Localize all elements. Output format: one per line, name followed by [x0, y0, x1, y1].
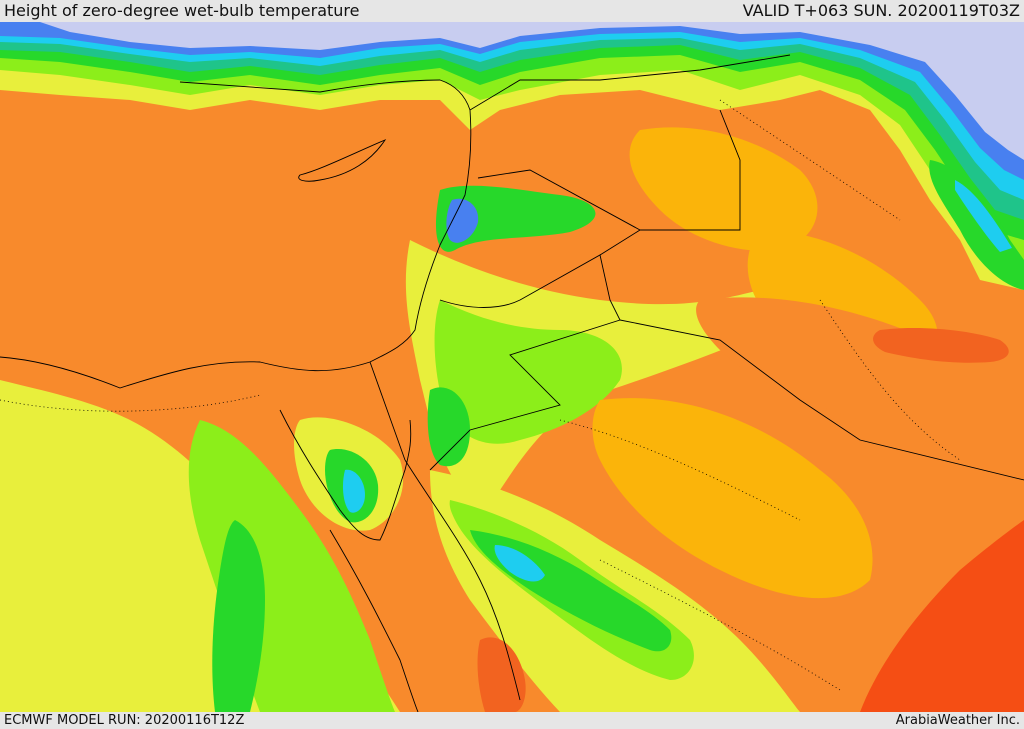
- red-red-sea: [477, 637, 526, 712]
- green-zagros: [929, 160, 1024, 290]
- header-bar: Height of zero-degree wet-bulb temperatu…: [0, 0, 1024, 22]
- forecast-map[interactable]: [0, 22, 1024, 712]
- map-title: Height of zero-degree wet-bulb temperatu…: [4, 1, 360, 20]
- coastline-sinai: [279, 409, 412, 541]
- orange-iraq-south: [696, 297, 1024, 470]
- border-iraq-syria: [640, 109, 741, 231]
- green-egypt-west: [212, 520, 265, 712]
- border-jordan: [429, 254, 621, 471]
- green-levant: [435, 185, 596, 252]
- blue-lebanon: [446, 198, 479, 243]
- lime-jordan: [434, 300, 622, 444]
- credit-label: ArabiaWeather Inc.: [895, 713, 1020, 728]
- red-saudi-se: [860, 520, 1024, 712]
- yellow-band-north: [0, 22, 1024, 290]
- border-iraq-saudi: [619, 319, 1024, 481]
- coastline-red-sea-west: [329, 529, 419, 712]
- lime-band-north: [0, 22, 1024, 260]
- borders-layer: [0, 54, 1024, 712]
- province-line: [0, 394, 261, 412]
- lavender-north: [40, 22, 1024, 160]
- map-canvas: [0, 22, 1024, 712]
- model-run-label: ECMWF MODEL RUN: 20200116T12Z: [4, 713, 245, 728]
- cyan-hejaz: [494, 545, 545, 582]
- border-syria: [477, 169, 641, 256]
- red-gulf: [873, 328, 1009, 363]
- cyprus-outline: [298, 139, 387, 182]
- province-line: [719, 99, 901, 221]
- cyan-zagros: [955, 180, 1012, 252]
- amber-syria: [629, 127, 818, 251]
- border-turkey: [469, 54, 791, 111]
- valid-time: VALID T+063 SUN. 20200119T03Z: [742, 1, 1020, 20]
- border-egypt-israel: [369, 361, 406, 461]
- coastline-med: [0, 79, 472, 389]
- amber-saudi: [592, 398, 873, 599]
- coastline-red-sea-east: [404, 459, 521, 701]
- province-lines: [0, 99, 961, 691]
- cyan-sinai: [342, 469, 365, 513]
- green-wadi-araba: [427, 387, 470, 467]
- footer-bar: ECMWF MODEL RUN: 20200116T12Z ArabiaWeat…: [0, 712, 1024, 729]
